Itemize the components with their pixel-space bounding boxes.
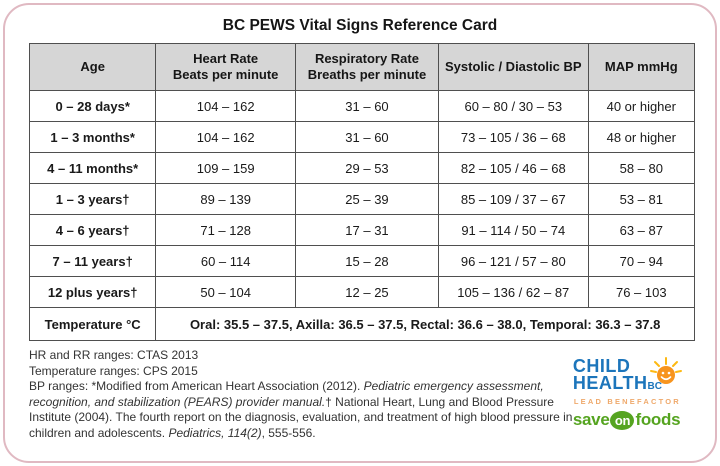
hr-rr-source-note: HR and RR ranges: CTAS 2013 [29, 348, 199, 362]
hr-cell: 71 – 128 [155, 214, 296, 246]
vital-signs-table: Age Heart Rate Beats per minute Respirat… [28, 43, 696, 341]
map-cell: 70 – 94 [587, 245, 696, 277]
column-header-heart-rate: Heart Rate Beats per minute [155, 43, 296, 91]
column-header-age: Age [28, 43, 157, 91]
temperature-row: Temperature °C Oral: 35.5 – 37.5, Axilla… [28, 307, 695, 341]
rr-cell: 25 – 39 [294, 183, 439, 215]
temperature-label: Temperature °C [28, 307, 157, 341]
map-cell: 58 – 80 [587, 152, 696, 184]
rr-cell: 15 – 28 [294, 245, 439, 277]
rr-cell: 12 – 25 [294, 276, 439, 308]
child-health-bc-logo: CHILD HEALTHBC [572, 356, 697, 394]
age-cell: 1 – 3 years† [28, 183, 157, 215]
logo-word-health: HEALTHBC [572, 373, 662, 394]
column-header-respiratory-rate: Respiratory Rate Breaths per minute [294, 43, 439, 91]
bp-source-note: BP ranges: *Modified from American Heart… [29, 379, 573, 440]
header-row: Age Heart Rate Beats per minute Respirat… [28, 43, 696, 91]
hr-cell: 50 – 104 [155, 276, 296, 308]
age-cell: 12 plus years† [28, 276, 157, 308]
table-row: 1 – 3 years† 89 – 139 25 – 39 85 – 109 /… [28, 183, 696, 215]
age-cell: 4 – 11 months* [28, 152, 157, 184]
temperature-values: Oral: 35.5 – 37.5, Axilla: 36.5 – 37.5, … [155, 307, 695, 341]
rr-cell: 29 – 53 [294, 152, 439, 184]
hr-cell: 60 – 114 [155, 245, 296, 277]
map-cell: 53 – 81 [587, 183, 696, 215]
age-cell: 4 – 6 years† [28, 214, 157, 246]
table-row: 4 – 6 years† 71 – 128 17 – 31 91 – 114 /… [28, 214, 696, 246]
column-header-map: MAP mmHg [587, 43, 696, 91]
rr-cell: 31 – 60 [294, 121, 439, 153]
logo-word-on: on [610, 410, 635, 430]
temperature-source-note: Temperature ranges: CPS 2015 [29, 363, 198, 378]
sun-icon [649, 356, 683, 389]
hr-cell: 109 – 159 [155, 152, 296, 184]
page-title: BC PEWS Vital Signs Reference Card [222, 17, 498, 34]
bp-cell: 73 – 105 / 36 – 68 [437, 121, 589, 153]
logo-word-save: save [572, 410, 610, 430]
table-row: 0 – 28 days* 104 – 162 31 – 60 60 – 80 /… [28, 90, 696, 122]
hr-cell: 89 – 139 [155, 183, 296, 215]
age-cell: 1 – 3 months* [28, 121, 157, 153]
source-notes: HR and RR ranges: CTAS 2013 Temperature … [29, 348, 573, 442]
age-cell: 7 – 11 years† [28, 245, 157, 277]
table-row: 4 – 11 months* 109 – 159 29 – 53 82 – 10… [28, 152, 696, 184]
logo-word-foods: foods [635, 410, 681, 430]
rr-cell: 17 – 31 [294, 214, 439, 246]
hr-cell: 104 – 162 [155, 90, 296, 122]
logo-block: CHILD HEALTHBC [573, 348, 697, 442]
table-row: 7 – 11 years† 60 – 114 15 – 28 96 – 121 … [28, 245, 696, 277]
save-on-foods-logo: save on foods [573, 410, 697, 430]
bp-cell: 85 – 109 / 37 – 67 [437, 183, 589, 215]
age-cell: 0 – 28 days* [28, 90, 157, 122]
bp-cell: 105 – 136 / 62 – 87 [437, 276, 589, 308]
map-cell: 48 or higher [587, 121, 696, 153]
bp-cell: 91 – 114 / 50 – 74 [437, 214, 589, 246]
column-header-bp: Systolic / Diastolic BP [437, 43, 589, 91]
logo-word-bc: BC [647, 381, 662, 393]
lead-benefactor-label: LEAD BENEFACTOR [573, 397, 681, 407]
bp-cell: 96 – 121 / 57 – 80 [437, 245, 589, 277]
bp-cell: 60 – 80 / 30 – 53 [437, 90, 589, 122]
rr-cell: 31 – 60 [294, 90, 439, 122]
footer: HR and RR ranges: CTAS 2013 Temperature … [5, 341, 715, 442]
logo-word-child: CHILD [572, 356, 631, 376]
map-cell: 40 or higher [587, 90, 696, 122]
hr-cell: 104 – 162 [155, 121, 296, 153]
table-row: 1 – 3 months* 104 – 162 31 – 60 73 – 105… [28, 121, 696, 153]
bp-cell: 82 – 105 / 46 – 68 [437, 152, 589, 184]
reference-card: BC PEWS Vital Signs Reference Card Age H… [3, 3, 717, 463]
map-cell: 63 – 87 [587, 214, 696, 246]
table-row: 12 plus years† 50 – 104 12 – 25 105 – 13… [28, 276, 696, 308]
map-cell: 76 – 103 [587, 276, 696, 308]
